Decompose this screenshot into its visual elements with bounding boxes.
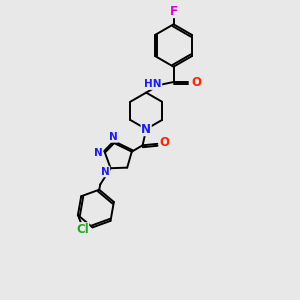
Text: N: N xyxy=(94,148,103,158)
Text: N: N xyxy=(101,167,110,177)
Text: N: N xyxy=(109,132,118,142)
Text: F: F xyxy=(169,4,178,18)
Text: Cl: Cl xyxy=(76,223,89,236)
Text: O: O xyxy=(191,76,202,88)
Text: O: O xyxy=(160,136,170,149)
Text: HN: HN xyxy=(144,80,162,89)
Text: N: N xyxy=(141,123,151,136)
